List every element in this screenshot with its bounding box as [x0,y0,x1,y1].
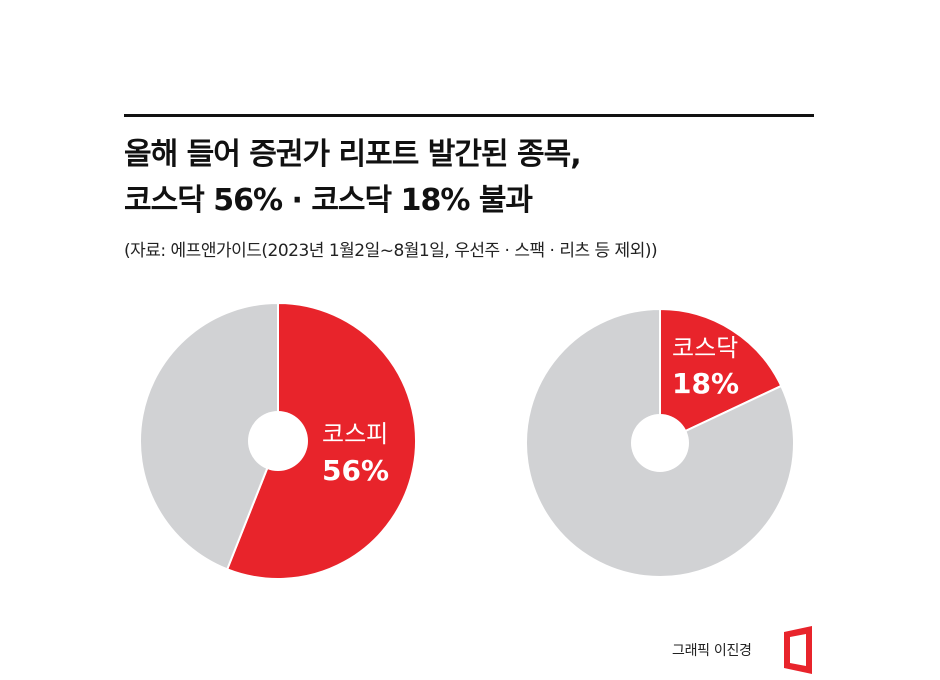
title-line-2: 코스닥 56% · 코스닥 18% 불과 [124,183,533,218]
graphic-credit: 그래픽 이진경 [672,643,752,659]
publisher-logo-icon [784,626,812,674]
pie-kosdaq: 코스닥 18% [525,307,795,578]
source-note: (자료: 에프앤가이드(2023년 1월2일~8월1일, 우선주 · 스팩 · … [124,241,658,261]
slice-value-kospi: 56% [322,454,389,487]
pie-slice-kosdaq-highlight [659,307,783,445]
pie-kospi: 코스피 56% [139,301,417,580]
slice-label-kosdaq: 코스닥 [672,334,738,362]
pie-slice-kospi-rest [139,301,279,571]
top-rule [124,114,814,117]
slice-label-kospi: 코스피 [322,420,388,448]
pie-center-hole [631,414,689,472]
title-line-1: 올해 들어 증권가 리포트 발간된 종목, [124,137,582,172]
chart-title: 올해 들어 증권가 리포트 발간된 종목, 코스닥 56% · 코스닥 18% … [124,132,824,224]
slice-value-kosdaq: 18% [672,367,739,400]
pie-center-hole [248,411,308,471]
pie-slice-kospi-highlight [225,301,417,580]
